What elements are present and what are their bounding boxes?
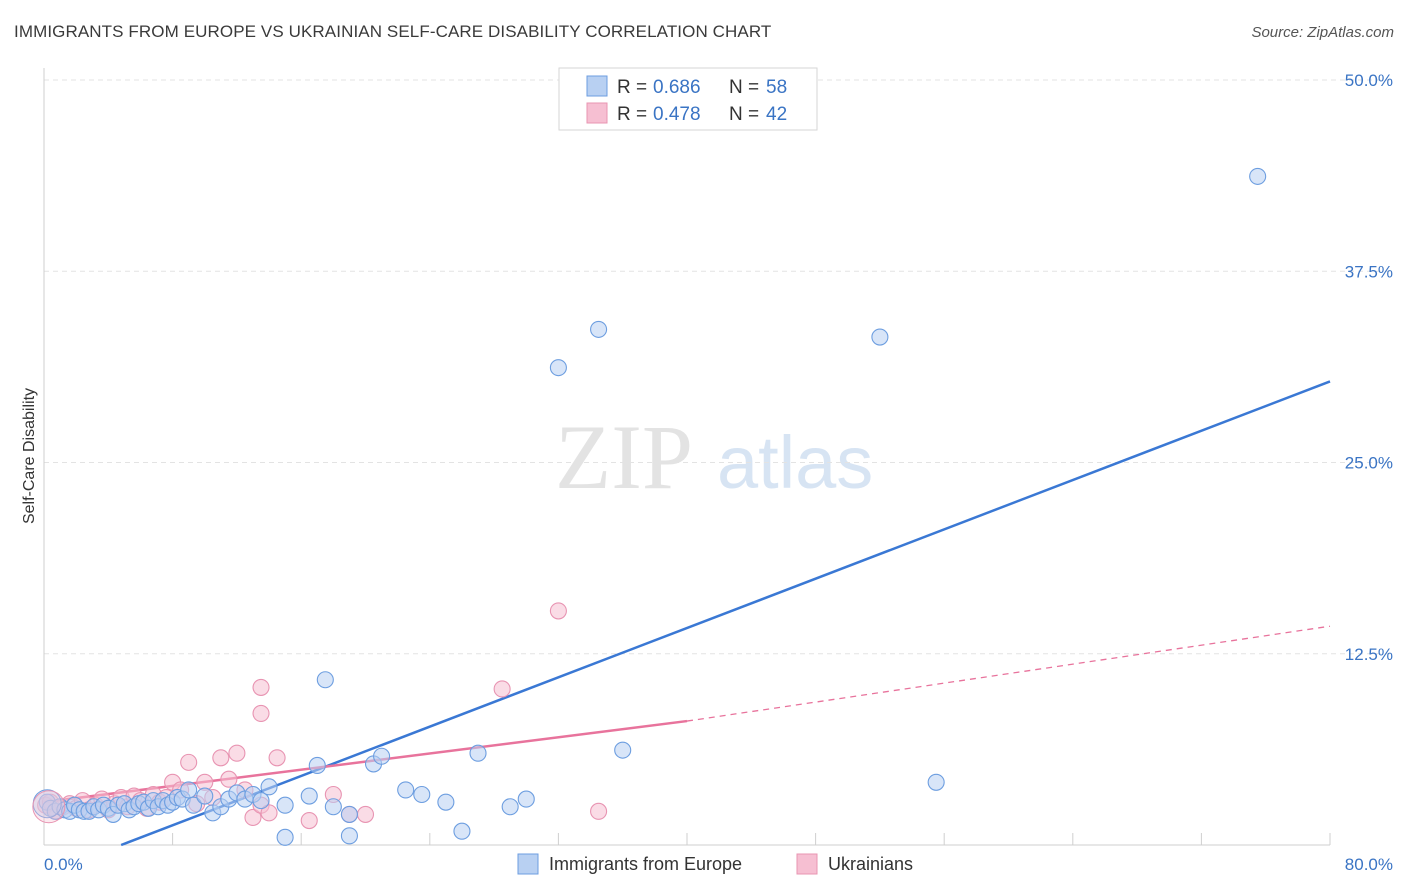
legend-swatch-blue (586, 75, 608, 97)
point-europe-42 (308, 756, 326, 774)
legend-r-value-2: 0.478 (653, 104, 701, 125)
point-europe-39 (260, 778, 278, 796)
point-europe-53 (549, 359, 567, 377)
point-europe-31 (196, 787, 214, 805)
point-europe-57 (927, 773, 945, 791)
point-europe-47 (397, 781, 415, 799)
point-ukrainians-40 (493, 680, 511, 698)
point-ukrainians-42 (590, 802, 608, 820)
point-ukrainians-41 (549, 602, 567, 620)
x-tick-label-0: 0.0% (44, 855, 83, 874)
point-europe-38 (252, 792, 270, 810)
grid (44, 79, 1392, 655)
chart-title: IMMIGRANTS FROM EUROPE VS UKRAINIAN SELF… (14, 22, 772, 41)
point-europe-44 (340, 805, 358, 823)
legend-swatch-pink (586, 102, 608, 124)
point-ukrainians-28 (228, 744, 246, 762)
point-europe-62 (453, 822, 471, 840)
legend-n-value-2: 42 (766, 104, 787, 125)
bottom-legend: Immigrants from Europe Ukrainians (517, 853, 913, 875)
legend-r-label-2: R = (617, 104, 647, 125)
point-europe-46 (373, 747, 391, 765)
scatter-points (32, 167, 1267, 846)
y-axis-label: Self-Care Disability (21, 388, 38, 524)
point-europe-58 (1249, 167, 1267, 185)
bottom-legend-label-1: Immigrants from Europe (549, 854, 742, 874)
point-europe-30 (184, 796, 203, 814)
legend-r-label-1: R = (617, 77, 647, 98)
point-europe-52 (517, 790, 535, 808)
legend-n-value-1: 58 (766, 77, 787, 98)
point-ukrainians-39 (252, 678, 270, 696)
point-ukrainians-27 (220, 770, 238, 788)
trend-line-ukrainians-extension (686, 625, 1331, 722)
point-ukrainians-26 (212, 749, 230, 767)
point-europe-29 (180, 781, 198, 799)
point-ukrainians-cluster (32, 790, 66, 824)
bottom-legend-label-2: Ukrainians (828, 854, 913, 874)
point-ukrainians-37 (356, 805, 375, 823)
y-tick-label-2: 37.5% (1345, 262, 1393, 281)
point-europe-50 (469, 744, 487, 762)
y-tick-label-3: 50.0% (1345, 71, 1393, 90)
point-ukrainians-33 (268, 749, 286, 767)
point-ukrainians-34 (300, 811, 318, 830)
axes (43, 68, 1331, 846)
point-europe-56 (871, 328, 889, 346)
tick-labels: 12.5% 25.0% 37.5% 50.0% 0.0% 80.0% (44, 71, 1393, 874)
legend-r-value-1: 0.686 (653, 77, 701, 98)
point-europe-55 (614, 741, 632, 759)
point-europe-48 (413, 785, 431, 804)
chart-source: Source: ZipAtlas.com (1251, 24, 1394, 41)
point-europe-40 (276, 796, 294, 814)
point-europe-61 (340, 827, 358, 845)
x-tick-label-1: 80.0% (1345, 855, 1393, 874)
watermark: ZIP atlas (555, 406, 873, 508)
point-europe-59 (316, 671, 334, 689)
bottom-legend-swatch-blue (517, 853, 539, 875)
point-europe-54 (590, 320, 608, 338)
point-europe-60 (276, 828, 294, 846)
point-ukrainians-30 (244, 808, 262, 827)
point-ukrainians-32 (260, 804, 278, 822)
point-ukrainians-38 (252, 704, 270, 722)
point-europe-41 (300, 787, 318, 805)
point-ukrainians-22 (180, 753, 198, 771)
bottom-legend-swatch-pink (796, 853, 818, 875)
point-europe-51 (501, 798, 519, 816)
legend-n-label-2: N = (729, 104, 759, 125)
legend-n-label-1: N = (729, 77, 759, 98)
legend: R = 0.686 N = 58 R = 0.478 N = 42 (558, 67, 818, 131)
y-tick-label-1: 25.0% (1345, 454, 1393, 473)
y-tick-label-0: 12.5% (1345, 645, 1393, 664)
point-europe-43 (324, 798, 342, 816)
watermark-zip: ZIP (555, 406, 693, 508)
point-europe-49 (437, 793, 455, 811)
